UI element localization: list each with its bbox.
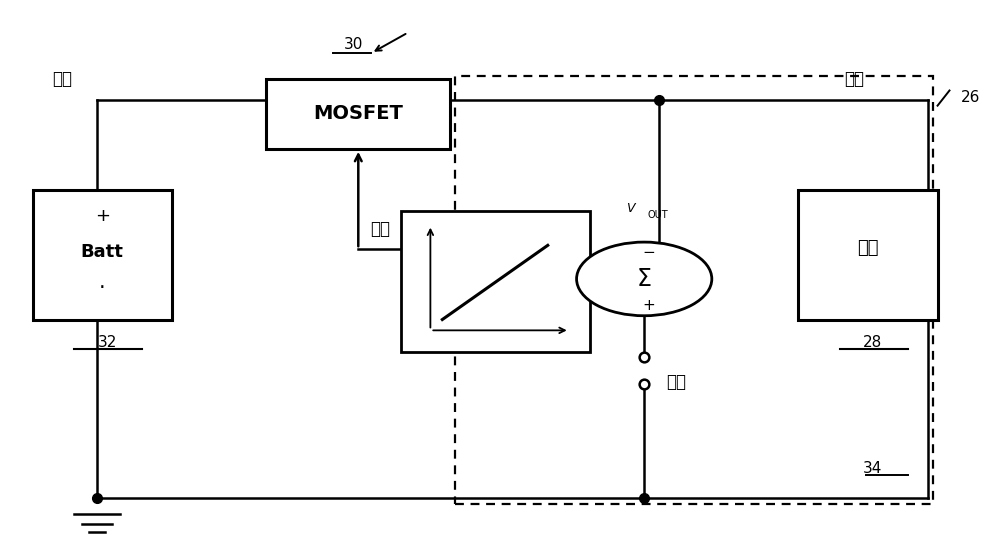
Bar	[33, 190, 172, 319]
Text: ·: ·	[99, 278, 106, 298]
Text: +: +	[95, 207, 110, 225]
Text: 输出: 输出	[844, 71, 864, 88]
Bar	[455, 76, 933, 504]
Text: 控制: 控制	[371, 220, 391, 238]
Text: 负载: 负载	[857, 239, 879, 257]
Text: 启动: 启动	[666, 373, 686, 391]
Text: Batt: Batt	[81, 243, 124, 261]
Bar	[266, 79, 450, 149]
Bar	[798, 190, 938, 319]
Text: OUT: OUT	[647, 211, 668, 220]
Text: 输入: 输入	[52, 71, 72, 88]
Ellipse shape	[577, 242, 712, 316]
Text: 34: 34	[863, 461, 882, 476]
Text: Σ: Σ	[637, 267, 652, 291]
Text: MOSFET: MOSFET	[313, 104, 403, 123]
Text: 26: 26	[960, 90, 980, 105]
Text: 32: 32	[98, 335, 117, 350]
Text: +: +	[643, 299, 656, 313]
Text: V: V	[626, 202, 635, 215]
Bar	[401, 211, 590, 352]
Text: 28: 28	[863, 335, 883, 350]
Text: −: −	[643, 246, 656, 260]
Text: 30: 30	[344, 37, 363, 51]
